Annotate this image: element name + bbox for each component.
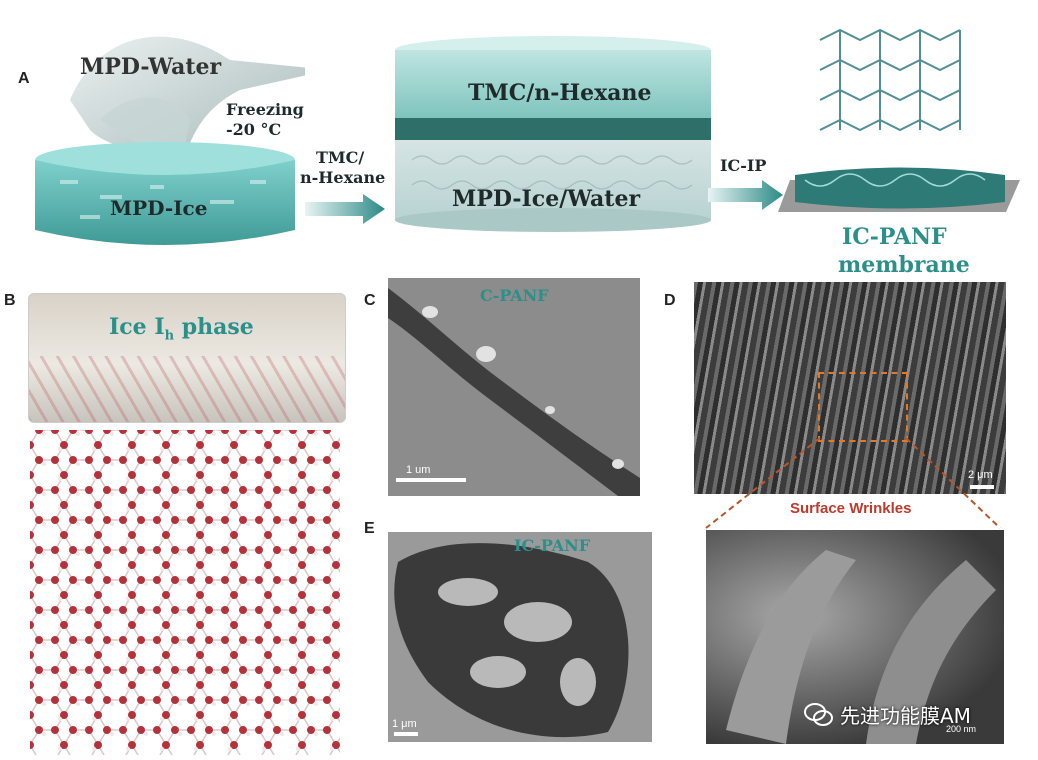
membrane-label-line2: membrane	[838, 252, 970, 278]
tem-c-title: C-PANF	[480, 286, 549, 305]
panel-letter-a: A	[18, 70, 30, 87]
reagent-label-line1: TMC/	[316, 148, 365, 167]
zoom-callout-lines	[705, 437, 1001, 529]
scalebar-d-label: 2 μm	[968, 469, 993, 481]
membrane-label-line1: IC-PANF	[842, 224, 947, 250]
scalebar-e	[394, 732, 418, 736]
ice-phase-photo: Ice Ih phase	[28, 293, 346, 423]
membrane-structure	[778, 28, 1020, 212]
reagent-label-line2: n-Hexane	[300, 168, 386, 187]
temperature-label: -20 °C	[226, 120, 282, 139]
mpd-water-label: MPD-Water	[80, 54, 222, 80]
mpd-ice-label: MPD-Ice	[110, 196, 208, 220]
wechat-icon	[804, 702, 833, 726]
panel-letter-e: E	[364, 520, 375, 537]
scalebar-d	[970, 485, 994, 489]
mpd-ice-block	[35, 36, 305, 245]
surface-wrinkles-label: Surface Wrinkles	[790, 500, 912, 517]
ice-phase-label: Ice Ih phase	[109, 314, 254, 343]
tem-e-title: IC-PANF	[514, 536, 591, 555]
mpd-ice-water-label: MPD-Ice/Water	[452, 186, 641, 212]
scalebar-zoom-label: 200 nm	[946, 724, 977, 734]
zoom-region-box	[818, 372, 908, 442]
scalebar-c-label: 1 um	[406, 464, 431, 476]
tem-image-c: C-PANF 1 um	[388, 278, 640, 496]
ic-ip-label: IC-IP	[720, 156, 767, 175]
scalebar-e-label: 1 μm	[392, 718, 417, 730]
watermark-text: 先进功能膜AM	[840, 704, 971, 728]
process-arrow-2-icon	[708, 180, 783, 210]
ice-phase-tail: phase	[174, 314, 254, 340]
panel-letter-c: C	[364, 292, 376, 309]
ice-lattice	[30, 430, 340, 755]
watermark: 先进功能膜AM	[804, 700, 971, 729]
sem-image-d: 2 μm	[694, 282, 1006, 494]
panel-letter-b: B	[4, 292, 16, 309]
sem-zoom-image: 200 nm	[706, 530, 1004, 744]
interfacial-cylinder	[395, 36, 711, 232]
panel-letter-d: D	[664, 292, 676, 309]
ice-phase-main: Ice I	[109, 314, 165, 340]
ice-phase-sub: h	[164, 328, 175, 344]
panel-a: A MPD-Water Freezing -20 °C MPD-Ice TMC/…	[0, 0, 1038, 285]
freezing-label: Freezing	[226, 100, 304, 119]
tem-image-e: IC-PANF 1 μm	[388, 532, 652, 742]
tmc-hexane-label: TMC/n-Hexane	[468, 80, 652, 106]
process-arrow-1-icon	[305, 194, 385, 224]
scalebar-c	[396, 478, 466, 482]
